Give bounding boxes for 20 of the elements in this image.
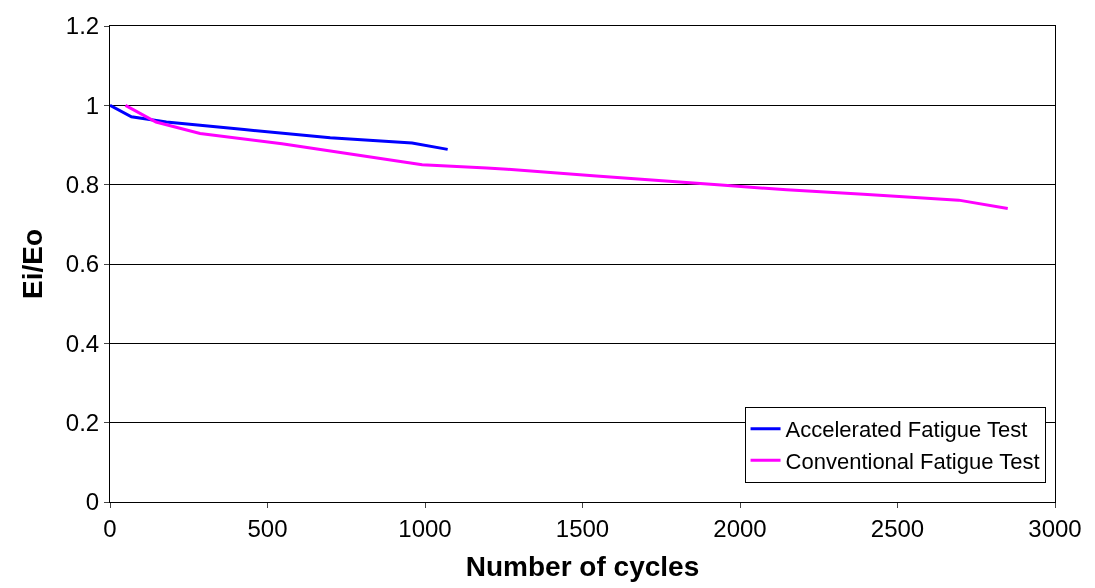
- x-tick-label: 3000: [1028, 514, 1082, 542]
- y-tick-label: 0.8: [65, 171, 100, 199]
- line-series: [123, 103, 1010, 210]
- x-axis-title: Number of cycles: [465, 550, 700, 582]
- y-axis-title: Ei/Eo: [16, 228, 48, 300]
- x-tick-label: 0: [103, 514, 117, 542]
- x-tick-label: 2000: [713, 514, 767, 542]
- x-tick-label: 1000: [398, 514, 452, 542]
- y-tick-label: 0: [85, 488, 100, 516]
- y-tick-label: 0.2: [65, 409, 100, 437]
- x-tick-label: 1500: [555, 514, 610, 542]
- line-series: [110, 103, 450, 151]
- legend-label: Conventional Fatigue Test: [785, 448, 1040, 474]
- y-tick-label: 1.2: [65, 12, 100, 40]
- legend-label: Accelerated Fatigue Test: [785, 417, 1028, 443]
- y-tick-label: 0.4: [65, 329, 100, 357]
- y-tick-label: 0.6: [65, 250, 100, 278]
- x-tick-label: 2500: [870, 514, 925, 542]
- x-tick-label: 500: [247, 514, 288, 542]
- y-tick-label: 1: [85, 91, 100, 119]
